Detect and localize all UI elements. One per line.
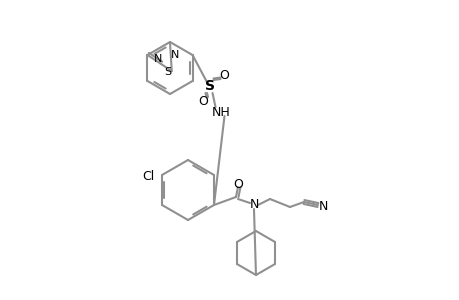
Text: N: N	[153, 54, 162, 64]
Text: N: N	[249, 199, 258, 212]
Text: O: O	[233, 178, 242, 191]
Text: O: O	[219, 68, 229, 82]
Text: O: O	[198, 94, 208, 107]
Text: S: S	[204, 79, 214, 93]
Text: Cl: Cl	[141, 170, 154, 184]
Text: N: N	[318, 200, 327, 212]
Text: N: N	[170, 50, 179, 60]
Text: S: S	[164, 67, 171, 77]
Text: NH: NH	[212, 106, 230, 118]
